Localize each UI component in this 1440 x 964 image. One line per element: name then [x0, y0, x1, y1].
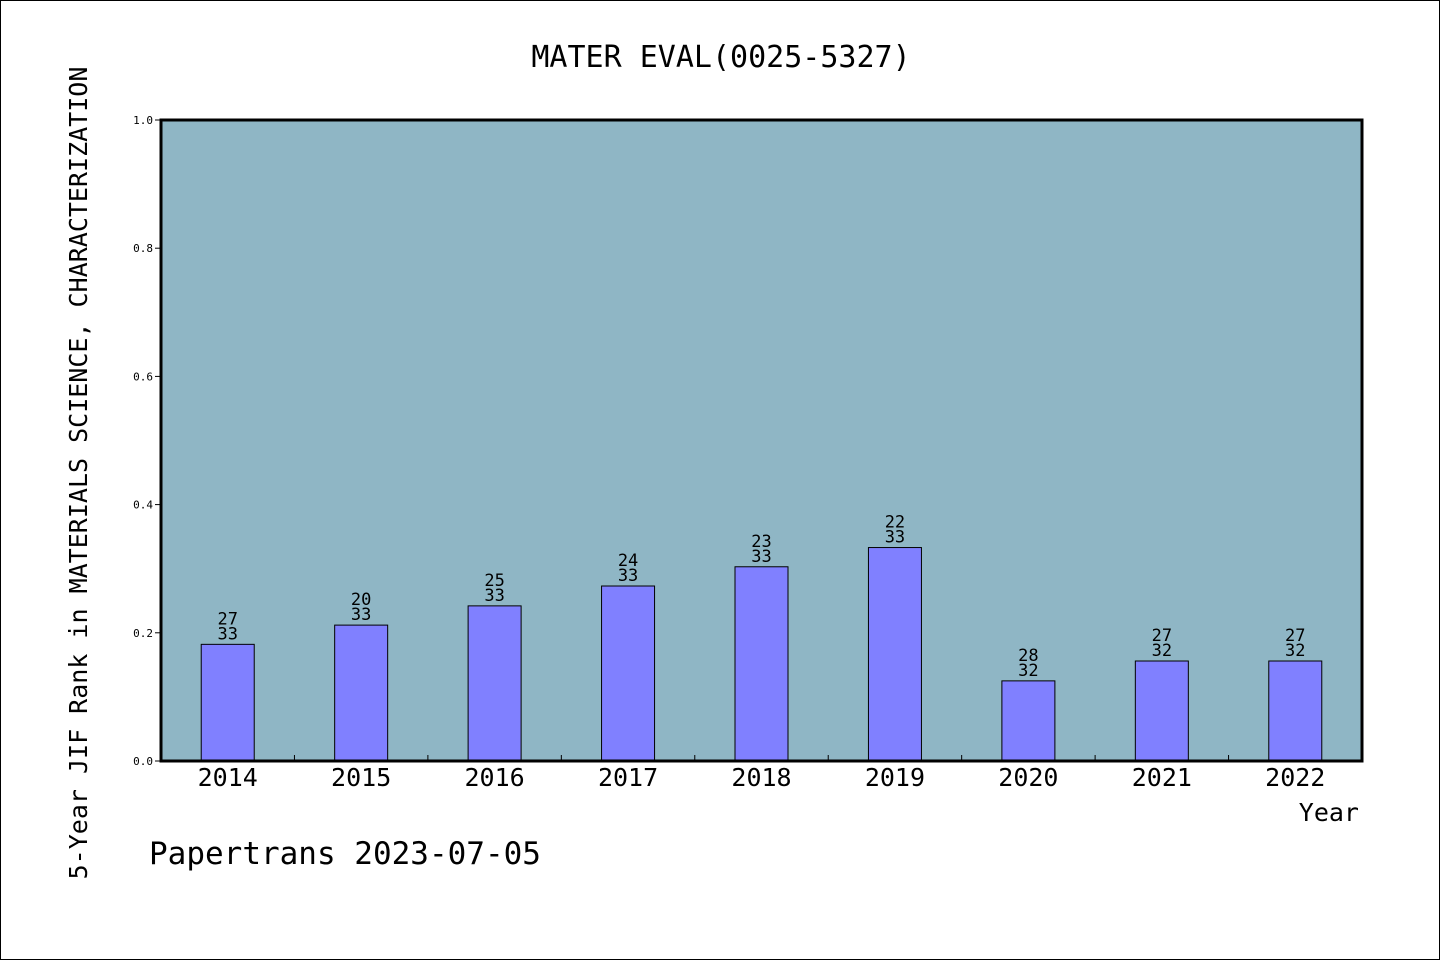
bar-total-label: 32 — [1285, 641, 1305, 661]
y-tick-label: 0.0 — [133, 755, 153, 768]
y-tick-label: 0.6 — [133, 370, 153, 383]
y-tick-label: 0.2 — [133, 627, 153, 640]
x-tick-label: 2016 — [465, 763, 525, 792]
bar-rank-label: 27 — [1285, 626, 1305, 646]
footer-stamp: Papertrans 2023-07-05 — [149, 836, 541, 872]
bar-total-label: 33 — [484, 586, 504, 606]
y-tick-label: 1.0 — [133, 114, 153, 127]
x-tick-label: 2021 — [1132, 763, 1192, 792]
bar — [1001, 680, 1056, 762]
bar-total-label: 33 — [885, 528, 905, 548]
bar-total-label: 33 — [618, 566, 638, 586]
bar — [734, 566, 789, 762]
bar — [334, 624, 389, 762]
bar-rank-label: 20 — [351, 590, 371, 610]
bar — [200, 643, 255, 762]
bar-rank-label: 22 — [885, 513, 905, 533]
x-axis-label: Year — [1299, 798, 1359, 827]
y-tick-label: 0.4 — [133, 499, 153, 512]
bar-total-label: 33 — [217, 624, 237, 644]
bar-rank-label: 27 — [217, 609, 237, 629]
y-tick-label: 0.8 — [133, 242, 153, 255]
x-tick-label: 2019 — [865, 763, 925, 792]
bar-rank-label: 25 — [484, 571, 504, 591]
x-tick-label: 2015 — [331, 763, 391, 792]
bar — [601, 585, 656, 762]
bar — [867, 547, 922, 762]
bar-total-label: 32 — [1018, 661, 1038, 681]
x-tick-label: 2022 — [1265, 763, 1325, 792]
bar — [467, 605, 522, 762]
plot-border — [159, 118, 1364, 763]
bar-rank-label: 27 — [1152, 626, 1172, 646]
axis-ticks: 0.0 0.2 0.4 0.6 0.8 1.0 — [133, 114, 1230, 768]
bar — [1268, 660, 1323, 762]
bar-total-label: 32 — [1152, 641, 1172, 661]
bar-total-label: 33 — [351, 605, 371, 625]
bar-rank-label: 23 — [751, 532, 771, 552]
bar-rank-label: 28 — [1018, 646, 1038, 666]
bar-total-label: 33 — [751, 547, 771, 567]
chart-title: MATER EVAL(0025-5327) — [531, 40, 910, 75]
x-tick-labels: 2014 2015 2016 2017 2018 2019 2020 2021 2022 — [198, 763, 1326, 792]
x-tick-label: 2014 — [198, 763, 258, 792]
y-axis-label: 5-Year JIF Rank in MATERIALS SCIENCE, CH… — [64, 67, 93, 880]
x-tick-label: 2018 — [731, 763, 791, 792]
bar-rank-label: 24 — [618, 551, 638, 571]
bar — [1134, 660, 1189, 762]
x-tick-label: 2020 — [998, 763, 1058, 792]
x-tick-label: 2017 — [598, 763, 658, 792]
